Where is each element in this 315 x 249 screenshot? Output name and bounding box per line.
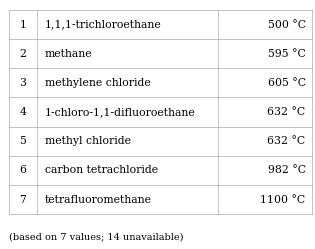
Text: methylene chloride: methylene chloride xyxy=(44,78,150,88)
Text: 605 °C: 605 °C xyxy=(267,78,306,88)
Text: 500 °C: 500 °C xyxy=(267,19,306,30)
Text: methane: methane xyxy=(44,49,92,59)
Text: 1,1,1-trichloroethane: 1,1,1-trichloroethane xyxy=(44,19,161,30)
Text: 1-chloro-1,1-difluoroethane: 1-chloro-1,1-difluoroethane xyxy=(44,107,195,117)
Text: 1: 1 xyxy=(20,19,26,30)
Text: (based on 7 values; 14 unavailable): (based on 7 values; 14 unavailable) xyxy=(9,232,184,241)
Text: 2: 2 xyxy=(20,49,26,59)
Text: 4: 4 xyxy=(20,107,26,117)
Text: 6: 6 xyxy=(20,165,26,175)
Text: 5: 5 xyxy=(20,136,26,146)
Text: 982 °C: 982 °C xyxy=(267,165,306,175)
Text: 632 °C: 632 °C xyxy=(267,107,306,117)
Text: 595 °C: 595 °C xyxy=(268,49,306,59)
Text: 7: 7 xyxy=(20,194,26,205)
Text: carbon tetrachloride: carbon tetrachloride xyxy=(44,165,158,175)
Text: methyl chloride: methyl chloride xyxy=(44,136,130,146)
Text: 1100 °C: 1100 °C xyxy=(261,194,306,205)
Text: 632 °C: 632 °C xyxy=(267,136,306,146)
Text: 3: 3 xyxy=(20,78,26,88)
Text: tetrafluoromethane: tetrafluoromethane xyxy=(44,194,152,205)
